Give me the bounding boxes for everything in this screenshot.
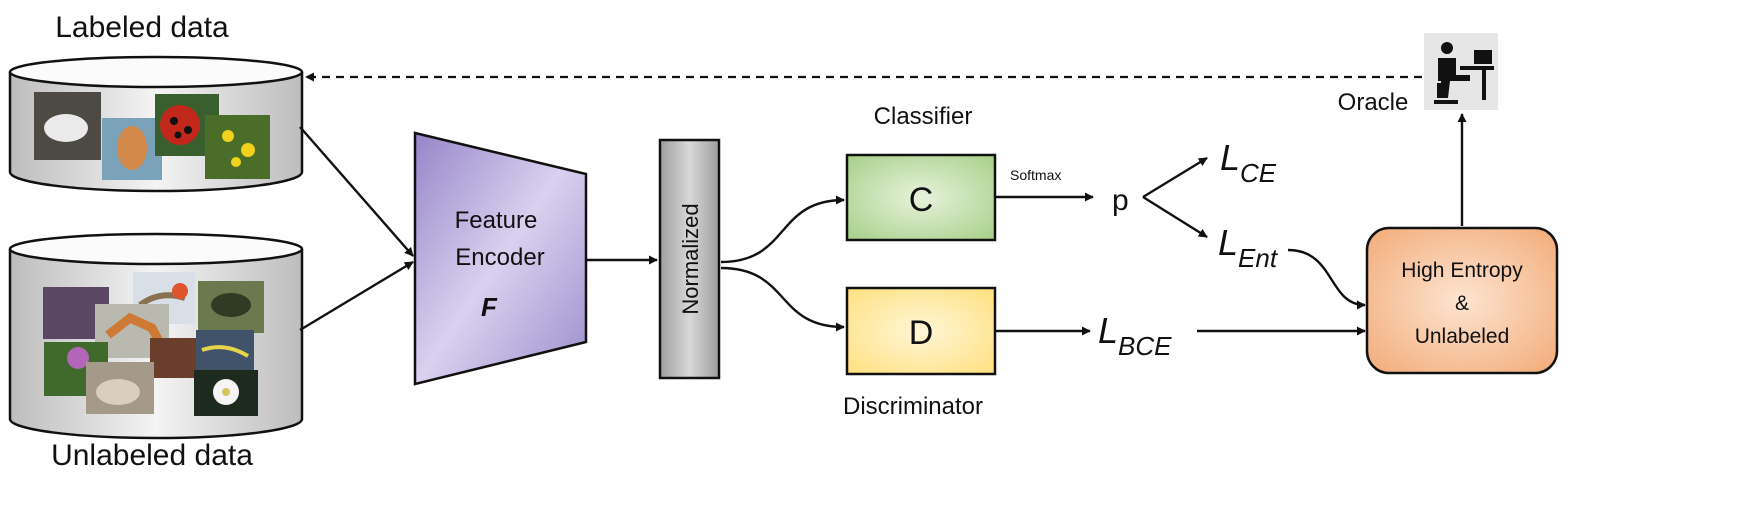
normalized-label: Normalized [678,203,703,314]
p-to-lent-arrow [1142,195,1208,239]
encoder-label-line1: Feature [455,207,538,234]
classifier-letter: C [909,181,934,219]
labeled-image-thumbnails [34,92,270,180]
encoder-label-line2: Encoder [455,244,544,271]
discriminator-letter: D [909,314,934,352]
unlabeled-to-encoder-arrow [299,260,414,332]
loss-bce: LBCE [1098,310,1172,361]
selection-line1: High Entropy [1401,259,1523,282]
loss-ent: LEnt [1218,222,1279,273]
oracle-label: Oracle [1338,89,1409,116]
labeled-to-encoder-arrow [299,126,414,257]
loss-ent-main: L [1218,222,1238,263]
unlabeled-image-thumbnails [43,272,264,416]
classifier-block [845,153,997,242]
normalized-block [658,138,721,380]
p-to-lce-arrow [1142,156,1208,199]
selection-line2: & [1455,292,1469,315]
yellow-flower-image [205,115,270,179]
softmax-label: Softmax [1010,167,1061,183]
feature-encoder-block [413,131,588,386]
encoder-symbol: F [481,292,498,322]
selection-line3: Unlabeled [1415,325,1510,348]
lent-to-selector-arrow [1287,248,1366,310]
discriminator-block [845,286,997,376]
loss-ce-main: L [1220,137,1240,178]
loss-ce-sub: CE [1240,158,1277,188]
labeled-data-label: Labeled data [55,11,229,44]
red-plant-image [150,338,198,378]
discriminator-title: Discriminator [843,393,983,420]
unlabeled-data-label: Unlabeled data [51,439,253,472]
loss-ce: LCE [1220,137,1277,188]
classifier-title: Classifier [874,103,973,130]
loss-bce-main: L [1098,310,1118,351]
loss-ent-sub: Ent [1238,243,1279,273]
person-at-computer-icon [1424,33,1498,110]
selection-block [1365,226,1559,375]
normalize-to-discriminator-arrow [720,266,845,332]
prob-symbol: p [1112,184,1129,217]
loss-bce-sub: BCE [1118,331,1172,361]
normalize-to-classifier-arrow [720,195,845,264]
